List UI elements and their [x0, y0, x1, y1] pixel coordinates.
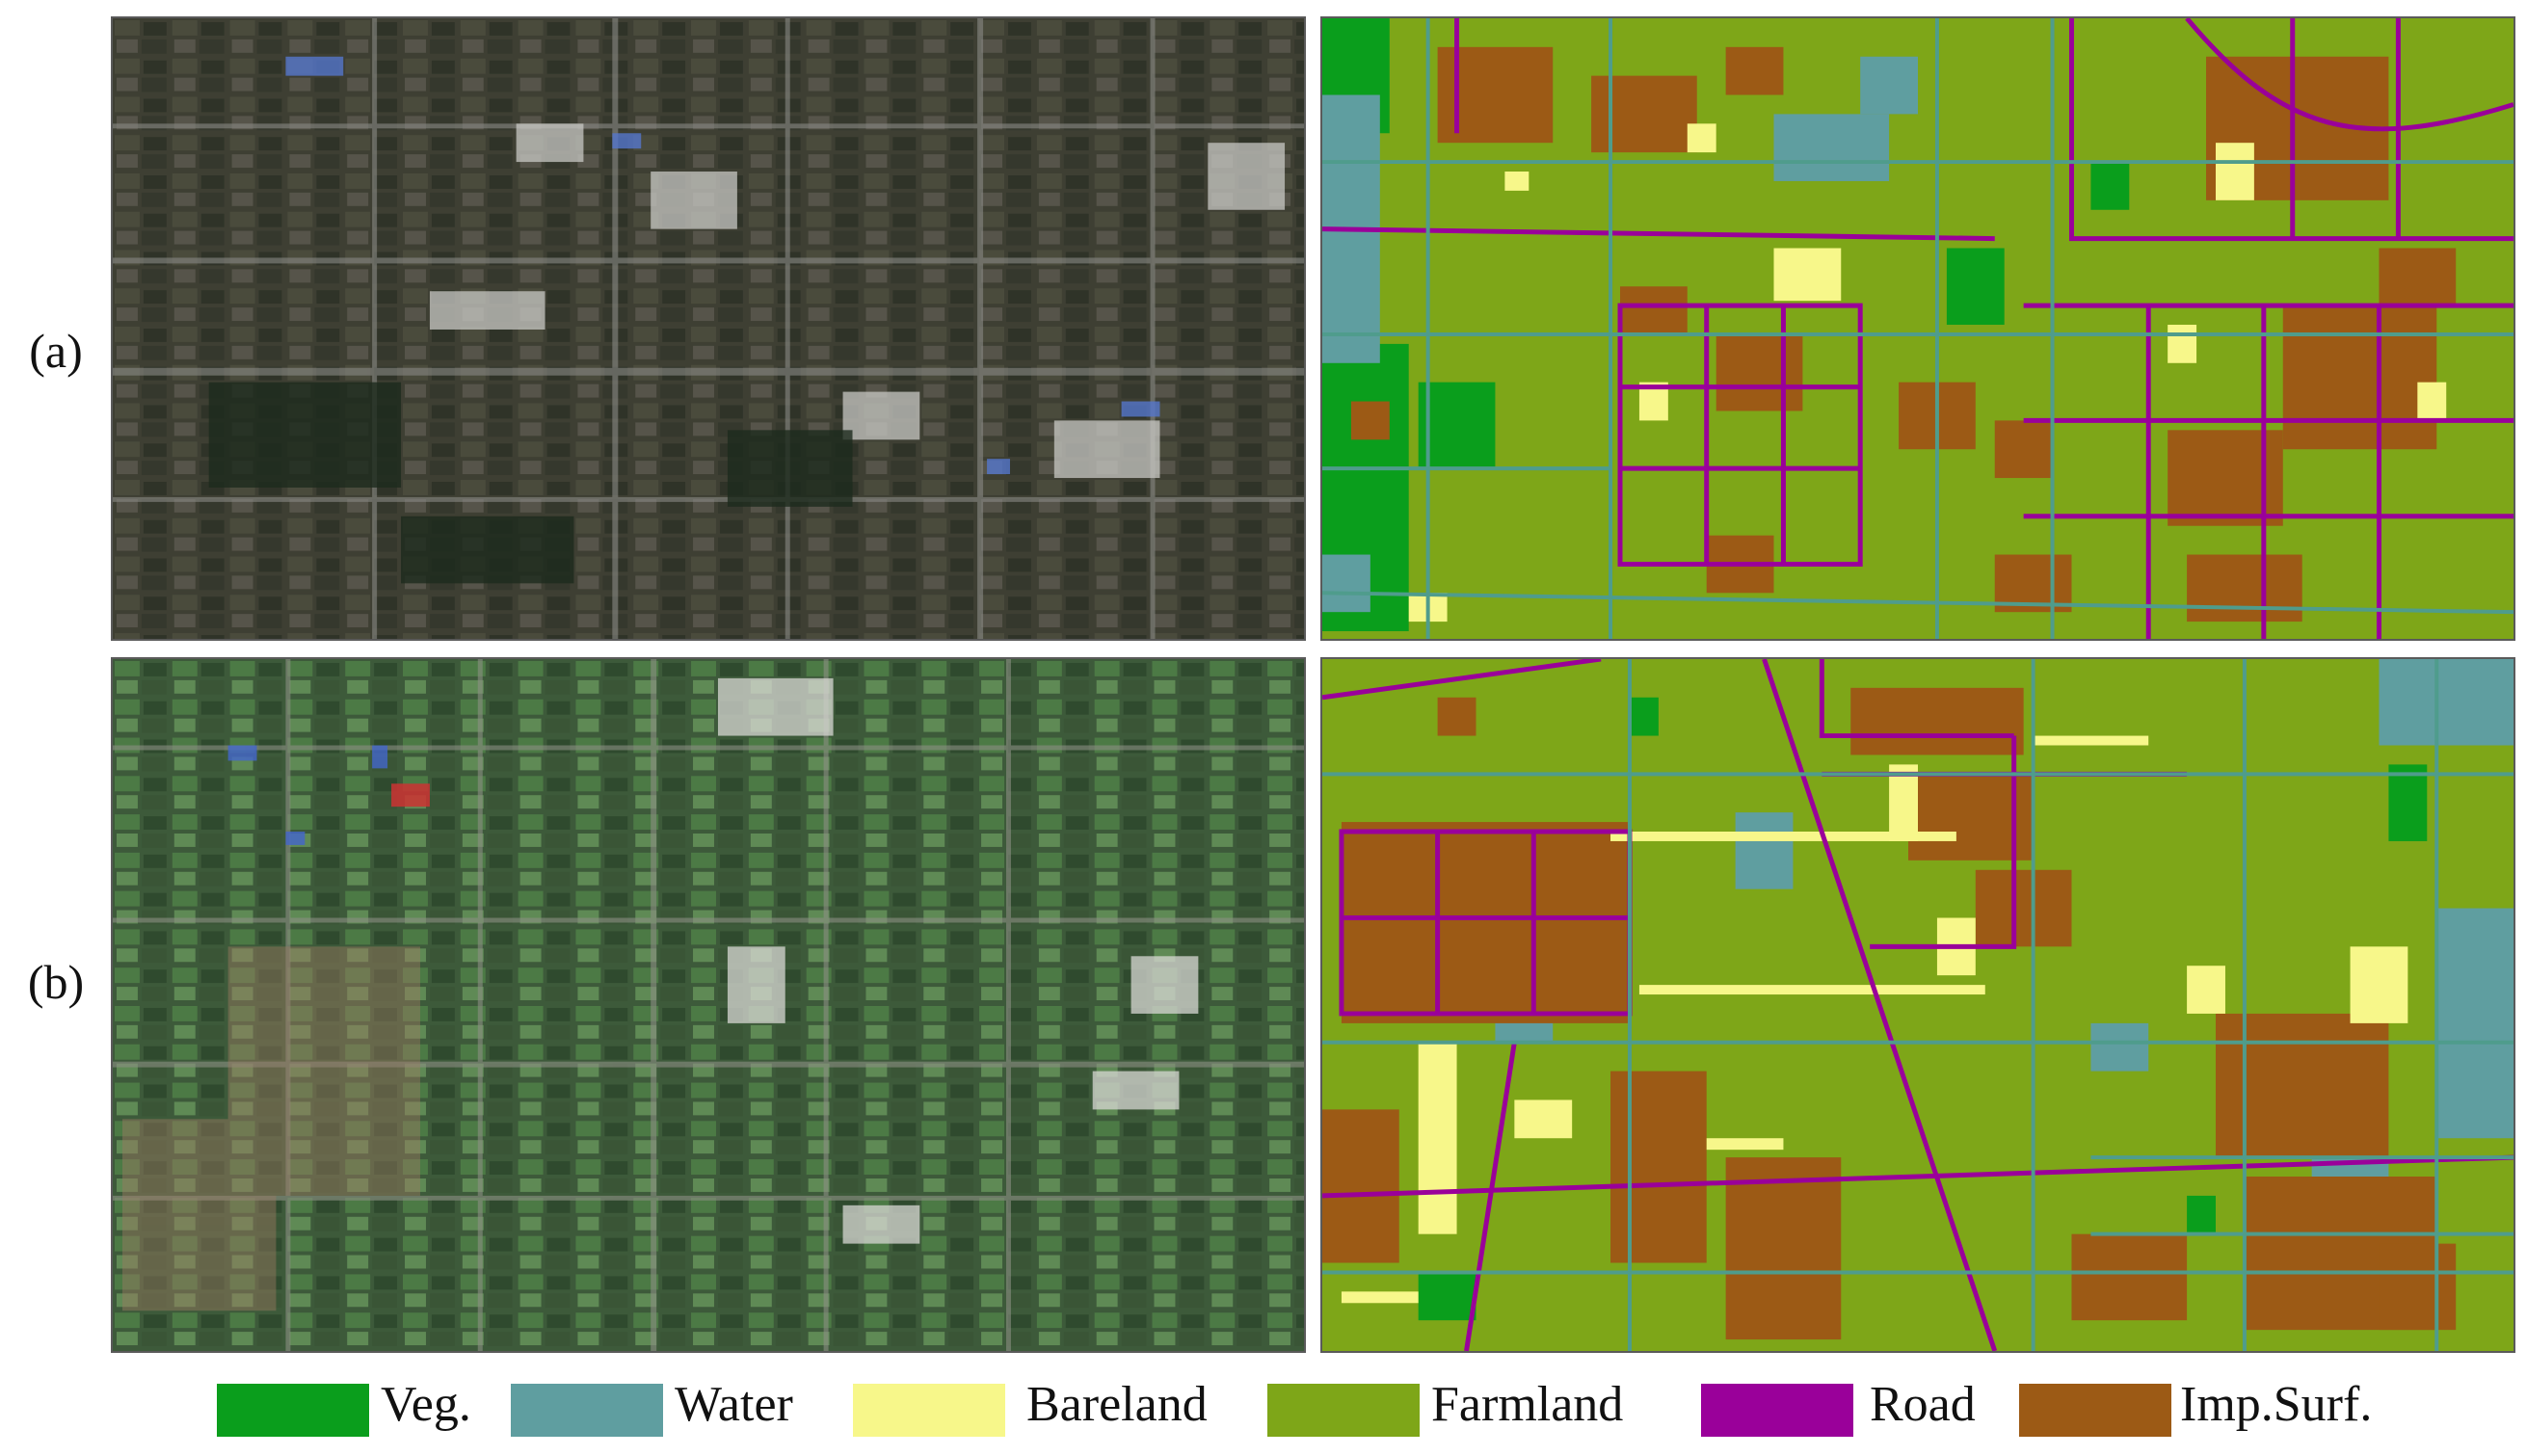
classification-map-b — [1320, 657, 2515, 1353]
legend-swatch-veg — [217, 1384, 369, 1437]
legend-label-bareland: Bareland — [1026, 1377, 1208, 1432]
legend-swatch-bareland — [853, 1384, 1005, 1437]
legend-label-imp-surf: Imp.Surf. — [2180, 1377, 2373, 1432]
legend-label-farmland: Farmland — [1431, 1377, 1624, 1432]
classification-map-a — [1320, 16, 2515, 641]
row-label-a: (a) — [29, 324, 83, 378]
legend: Veg. Water Bareland Farmland Road Imp.Su… — [0, 1370, 2527, 1447]
legend-label-veg: Veg. — [381, 1377, 471, 1432]
legend-swatch-road — [1701, 1384, 1853, 1437]
satellite-image-a — [111, 16, 1306, 641]
row-label-b: (b) — [27, 955, 85, 1009]
legend-swatch-imp-surf — [2019, 1384, 2171, 1437]
legend-swatch-water — [511, 1384, 663, 1437]
satellite-image-b — [111, 657, 1306, 1353]
legend-label-road: Road — [1870, 1377, 1976, 1432]
legend-label-water: Water — [675, 1377, 793, 1432]
legend-swatch-farmland — [1267, 1384, 1420, 1437]
